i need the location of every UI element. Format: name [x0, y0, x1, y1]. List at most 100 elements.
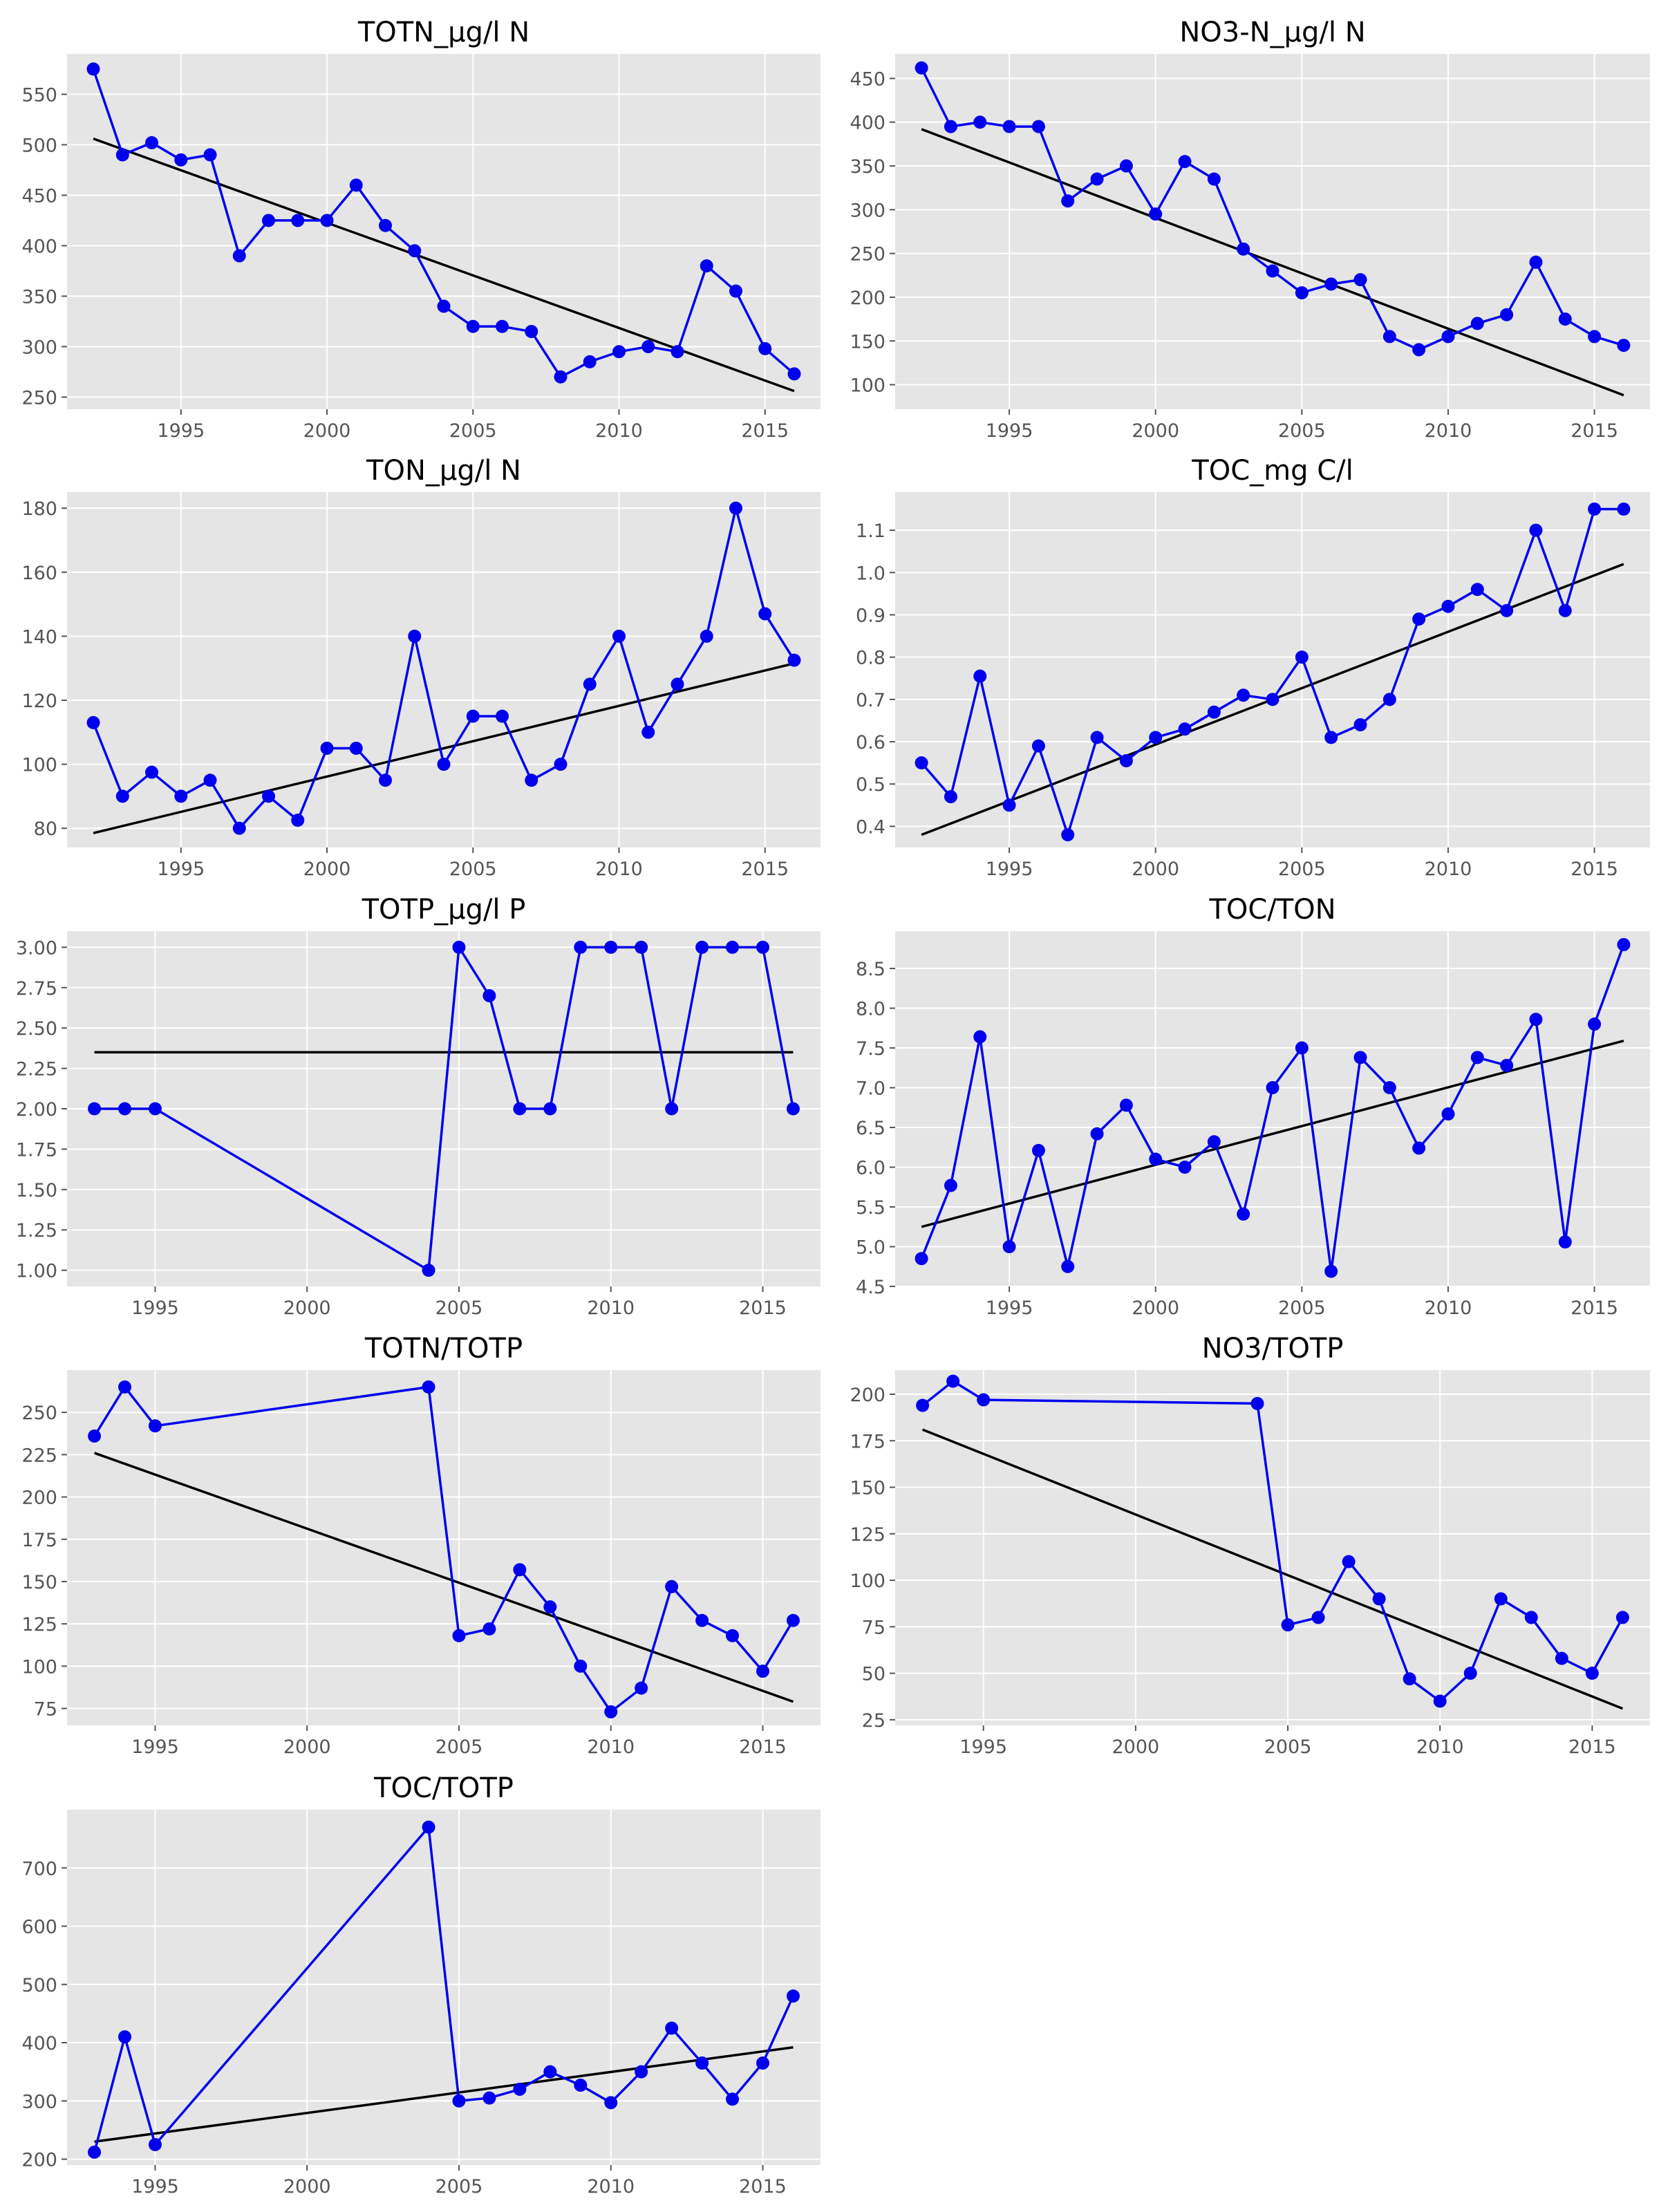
data-point [604, 940, 618, 954]
y-tick-label: 4.5 [856, 1277, 885, 1298]
data-point [973, 1030, 987, 1044]
y-tick-label: 7.0 [856, 1078, 885, 1100]
x-tick-label: 1995 [986, 420, 1033, 442]
y-tick-label: 100 [21, 1656, 57, 1678]
x-tick-label: 2005 [435, 2176, 483, 2197]
y-tick-label: 1.75 [16, 1139, 57, 1161]
data-point [513, 2082, 527, 2096]
data-point [1500, 308, 1514, 321]
data-point [1353, 1051, 1367, 1065]
data-point [1207, 172, 1221, 186]
data-point [1031, 120, 1045, 133]
x-tick-label: 2015 [1568, 1736, 1616, 1758]
data-point [1250, 1396, 1264, 1410]
data-point [118, 1102, 132, 1116]
y-tick-label: 350 [21, 286, 57, 308]
y-tick-label: 5.5 [856, 1197, 885, 1219]
data-point [408, 629, 422, 643]
data-point [635, 940, 648, 954]
x-tick-label: 2015 [1571, 420, 1618, 442]
y-tick-label: 100 [21, 755, 57, 776]
data-point [148, 2138, 162, 2152]
x-tick-label: 2015 [1571, 859, 1618, 880]
y-tick-label: 400 [850, 113, 885, 134]
data-point [232, 249, 246, 263]
x-tick-label: 2005 [449, 420, 497, 442]
data-point [756, 940, 769, 954]
x-tick-label: 2015 [739, 1736, 787, 1758]
y-tick-label: 180 [21, 498, 57, 520]
data-point [1061, 1259, 1075, 1273]
data-point [1342, 1555, 1356, 1568]
data-point [174, 153, 188, 167]
y-tick-label: 80 [34, 818, 57, 840]
y-tick-label: 150 [850, 331, 885, 353]
y-tick-label: 50 [862, 1664, 885, 1685]
y-tick-label: 8.5 [856, 959, 885, 980]
y-tick-label: 5.0 [856, 1237, 885, 1259]
data-point [86, 62, 100, 76]
data-point [1558, 1235, 1572, 1249]
y-tick-label: 2.25 [16, 1059, 57, 1080]
data-point [1588, 330, 1602, 344]
x-tick-label: 2005 [435, 1297, 483, 1319]
data-point [574, 2079, 588, 2092]
data-point [916, 1398, 930, 1412]
x-tick-label: 1995 [986, 1297, 1033, 1319]
data-point [1585, 1667, 1599, 1680]
y-tick-label: 200 [21, 2150, 57, 2171]
y-tick-label: 125 [850, 1524, 885, 1546]
data-point [1500, 1058, 1514, 1072]
data-point [1353, 718, 1367, 732]
data-point [1149, 207, 1163, 221]
data-point [612, 345, 626, 359]
y-tick-label: 125 [21, 1614, 57, 1635]
data-point [1382, 693, 1396, 706]
data-point [437, 758, 451, 771]
x-tick-label: 2000 [283, 1297, 331, 1319]
data-point [1412, 612, 1426, 626]
data-point [495, 709, 509, 723]
data-point [1237, 1207, 1250, 1221]
data-point [495, 319, 509, 333]
data-point [1031, 1143, 1045, 1157]
y-tick-label: 250 [850, 244, 885, 265]
data-point [944, 790, 957, 804]
data-point [1494, 1592, 1508, 1606]
data-point [1281, 1618, 1295, 1632]
data-point [554, 370, 568, 384]
data-point [1119, 754, 1133, 768]
x-tick-label: 1995 [131, 1736, 179, 1758]
data-point [1090, 172, 1104, 186]
y-tick-label: 500 [21, 135, 57, 156]
y-tick-label: 6.0 [856, 1158, 885, 1179]
y-tick-label: 550 [21, 84, 57, 106]
plot-area [895, 931, 1650, 1286]
data-point [729, 284, 742, 298]
x-tick-label: 2015 [741, 859, 789, 880]
x-tick-label: 2015 [741, 420, 789, 442]
data-point [320, 741, 334, 755]
data-point [543, 2065, 557, 2079]
data-point [1090, 731, 1104, 744]
data-point [583, 677, 597, 691]
data-point [422, 1820, 435, 1834]
chart-panel-9: 1995 2000 2005 2010 2015 200 300 400 500 600 700 TO… [21, 1772, 821, 2197]
data-point [88, 1102, 102, 1116]
data-point [543, 1600, 557, 1614]
y-tick-label: 150 [21, 1572, 57, 1593]
data-point [482, 1622, 496, 1635]
x-tick-label: 1995 [157, 859, 205, 880]
data-point [756, 2056, 769, 2070]
data-point [1119, 1098, 1133, 1112]
data-point [665, 2021, 679, 2035]
data-point [1500, 603, 1514, 617]
data-point [482, 2091, 496, 2105]
data-point [291, 814, 305, 827]
data-point [1470, 317, 1484, 330]
data-point [1178, 722, 1192, 736]
x-tick-label: 2010 [1425, 420, 1472, 442]
data-point [1090, 1127, 1104, 1141]
data-point [1002, 1240, 1016, 1254]
data-point [1441, 599, 1455, 613]
